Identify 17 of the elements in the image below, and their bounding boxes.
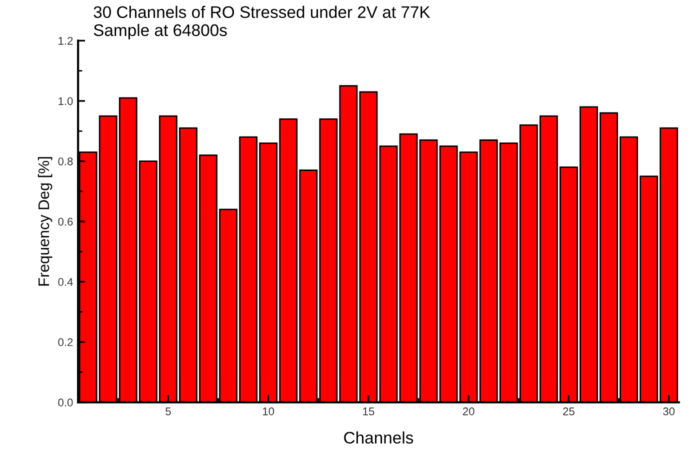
x-tick-label: 15 — [363, 408, 374, 416]
x-tick-label: 10 — [262, 407, 274, 416]
x-tick-label: 20 — [462, 407, 474, 416]
y-tick-label: 1.0 — [58, 97, 73, 106]
y-tick-label: 0.0 — [58, 398, 73, 406]
x-axis-title: Channels — [344, 431, 414, 444]
y-tick-label: 0.4 — [58, 278, 73, 286]
y-tick-label: 0.8 — [58, 157, 73, 166]
x-tick-label: 25 — [563, 407, 574, 416]
x-tick-label: 5 — [166, 408, 171, 416]
chart-subtitle: Sample at 64800s — [94, 24, 227, 40]
y-tick-label: 0.2 — [58, 338, 73, 346]
y-axis-title: Frequency Deg [%] — [38, 157, 52, 286]
y-tick-label: 0.6 — [58, 218, 73, 226]
chart-title: 30 Channels of RO Stressed under 2V at 77K — [94, 6, 430, 18]
x-tick-label: 30 — [663, 407, 675, 416]
y-tick-label: 1.2 — [58, 36, 73, 45]
